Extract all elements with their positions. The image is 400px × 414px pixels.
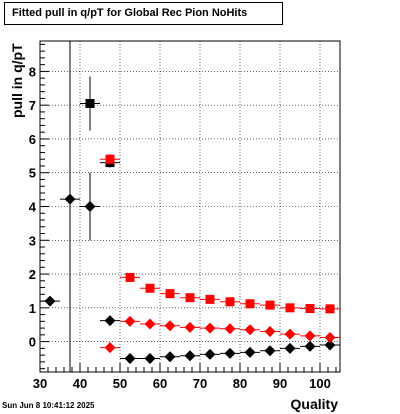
data-point-square: [85, 98, 95, 108]
data-point-square: [325, 304, 335, 314]
y-tick-label: 0: [29, 335, 36, 350]
y-tick-label: 8: [29, 64, 36, 79]
data-point-diamond: [164, 351, 176, 363]
data-point-square: [305, 304, 315, 314]
data-point-diamond: [204, 322, 216, 334]
data-point-diamond: [104, 315, 116, 327]
y-tick-label: 2: [29, 267, 36, 282]
y-tick-label: 6: [29, 132, 36, 147]
y-axis-label: pull in q/pT: [9, 43, 25, 118]
data-point-diamond: [104, 342, 116, 354]
data-point-diamond: [124, 352, 136, 364]
data-point-diamond: [44, 295, 56, 307]
data-point-square: [205, 294, 215, 304]
x-tick-label: 30: [33, 376, 47, 391]
data-point-diamond: [284, 342, 296, 354]
data-point-square: [125, 272, 135, 282]
x-tick-label: 40: [73, 376, 87, 391]
data-point-diamond: [144, 318, 156, 330]
data-point-diamond: [264, 325, 276, 337]
data-point-diamond: [244, 346, 256, 358]
data-point-diamond: [184, 350, 196, 362]
data-point-diamond: [324, 332, 336, 344]
data-point-square: [105, 154, 115, 164]
data-point-diamond: [124, 315, 136, 327]
y-tick-label: 1: [29, 301, 36, 316]
data-point-square: [245, 299, 255, 309]
x-tick-label: 100: [309, 376, 331, 391]
data-point-diamond: [284, 328, 296, 340]
data-point-diamond: [264, 345, 276, 357]
data-point-diamond: [244, 324, 256, 336]
y-tick-label: 4: [29, 200, 37, 215]
data-point-square: [285, 303, 295, 313]
data-point-diamond: [304, 340, 316, 352]
data-point-square: [225, 297, 235, 307]
y-tick-label: 7: [29, 98, 36, 113]
x-tick-label: 90: [273, 376, 287, 391]
x-tick-label: 70: [193, 376, 207, 391]
data-point-diamond: [324, 339, 336, 351]
data-point-diamond: [164, 320, 176, 332]
footer-date: Sun Jun 8 10:41:12 2025: [2, 401, 95, 410]
data-point-diamond: [304, 330, 316, 342]
x-axis-label: Quality: [290, 396, 338, 412]
data-point-diamond: [84, 201, 96, 212]
x-tick-label: 50: [113, 376, 127, 391]
y-tick-label: 5: [29, 166, 36, 181]
data-point-square: [265, 300, 275, 310]
x-tick-label: 60: [153, 376, 167, 391]
data-point-square: [165, 289, 175, 299]
x-tick-label: 80: [233, 376, 247, 391]
data-point-diamond: [224, 347, 236, 359]
data-point-diamond: [184, 321, 196, 333]
data-point-diamond: [204, 348, 216, 360]
data-point-diamond: [144, 352, 156, 364]
data-point-diamond: [224, 323, 236, 335]
data-point-diamond: [64, 193, 76, 205]
data-point-square: [185, 293, 195, 303]
chart-title: Fitted pull in q/pT for Global Rec Pion …: [4, 2, 283, 25]
data-point-square: [145, 283, 155, 293]
y-tick-label: 3: [29, 233, 36, 248]
